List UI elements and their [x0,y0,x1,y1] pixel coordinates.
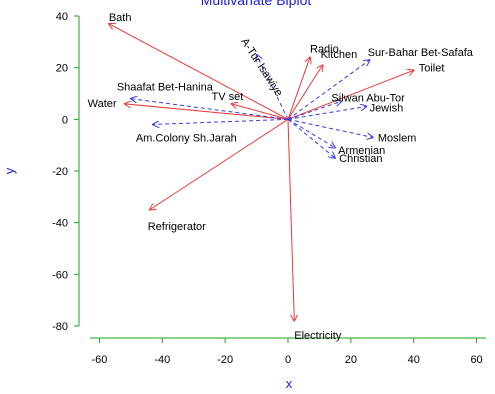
observation-label-jewish: Jewish [370,102,404,114]
variable-label-kitchen: Kitchen [321,49,358,61]
variable-label-refrigerator: Refrigerator [148,221,206,233]
y-tick-label: 20 [56,63,68,75]
variable-label-electricity: Electricity [294,330,342,342]
variable-label-radio: Radio [310,43,339,55]
y-tick-label: -60 [52,269,68,281]
variable-label-bath: Bath [109,12,132,24]
observation-label-silwan-abu-tor: Silwan Abu-Tor [331,92,405,104]
x-tick-label: -60 [91,354,107,366]
x-tick-label: 0 [285,354,291,366]
observation-label-shaafat-bet-hanina: Shaafat Bet-Hanina [117,82,214,94]
y-tick-label: 0 [62,114,68,126]
x-tick-label: -20 [217,354,233,366]
variable-label-toilet: Toilet [419,62,445,74]
observation-arrow-shaafat-bet-hanina [131,99,289,120]
variable-arrow-water [125,104,289,120]
observation-arrow-sur-bahar-bet-safafa [287,60,370,120]
biplot-arrows [109,24,414,321]
observation-label-am-colony-sh-jarah: Am.Colony Sh.Jarah [136,133,237,145]
variable-label-water: Water [88,98,117,110]
observation-arrow-armenian [287,118,335,147]
variable-arrow-kitchen [287,65,323,120]
x-tick-label: -40 [154,354,170,366]
observation-label-sur-bahar-bet-safafa: Sur-Bahar Bet-Safafa [368,47,474,59]
y-tick-label: -40 [52,218,68,230]
variable-arrow-electricity [287,119,294,321]
y-tick-label: 40 [56,11,68,23]
observation-label-christian: Christian [339,153,382,165]
observation-label-a-tur-isawiye: A-Tur Isawiye [238,36,284,99]
observation-arrow-silwan-abu-tor [287,101,341,120]
x-tick-label: 40 [408,354,420,366]
variable-label-tv-set: TV set [212,91,244,103]
variable-arrow-tv-set [231,104,289,120]
axes: 40 20 0 -20 -40 -60 -80 -60 -40 -20 0 20 40 60 [52,11,486,366]
x-tick-label: 20 [345,354,357,366]
x-tick-label: 60 [470,354,482,366]
variable-arrow-refrigerator [150,118,289,209]
observation-label-armenian: Armenian [338,145,385,157]
x-ticks: -60 -40 -20 0 20 40 60 [91,338,483,366]
observation-arrow-jewish [287,106,367,120]
observation-label-moslem: Moslem [378,132,417,144]
observation-arrow-am-colony-sh-jarah [153,118,289,124]
chart-title: Multivariate Biplot [201,0,312,8]
y-ticks: 40 20 0 -20 -40 -60 -80 [52,11,79,333]
variable-arrow-toilet [287,70,414,120]
observation-arrow-a-tur-isawiye [257,55,289,120]
observation-arrow-christian [287,118,335,158]
y-axis-label: y [2,167,17,174]
x-axis-label: x [286,376,293,391]
variable-arrow-radio [287,57,310,120]
observation-arrow-moslem [287,118,373,137]
variable-arrow-bath [109,24,289,120]
y-tick-label: -80 [52,321,68,333]
y-tick-label: -20 [52,166,68,178]
